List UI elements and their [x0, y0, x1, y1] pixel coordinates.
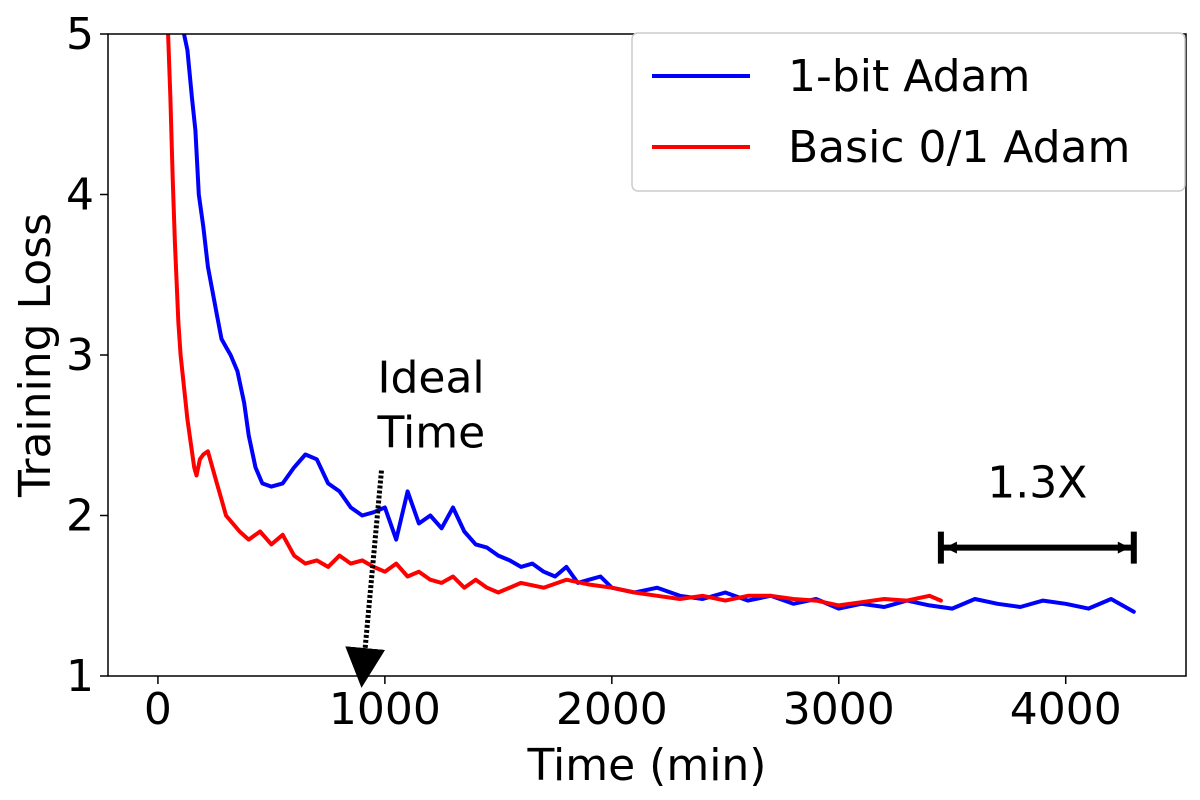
ideal-time-label-line-2: Time [376, 408, 485, 459]
legend-box [631, 32, 1186, 192]
speedup-arrowhead-left [944, 541, 957, 554]
y-tick-label-3: 3 [66, 330, 94, 381]
legend-label-basic-01-adam: Basic 0/1 Adam [788, 122, 1130, 173]
x-tick-label-2000: 2000 [556, 684, 668, 735]
y-axis-title: Training Loss [10, 213, 61, 498]
speedup-label: 1.3X [987, 458, 1087, 509]
speedup-arrowhead-right [1117, 541, 1130, 554]
ideal-time-arrow [345, 470, 386, 688]
series-line-1-bit-adam [182, 34, 1136, 614]
ideal-time-label-line-1: Ideal [377, 353, 484, 404]
y-tick-label-4: 4 [66, 170, 94, 221]
x-tick-label-1000: 1000 [329, 684, 441, 735]
y-tick-label-1: 1 [66, 651, 94, 702]
x-tick-label-3000: 3000 [783, 684, 895, 735]
legend-label-1-bit-adam: 1-bit Adam [788, 51, 1030, 102]
x-axis-title: Time (min) [527, 740, 767, 791]
legend: 1-bit Adam Basic 0/1 Adam [631, 32, 1186, 192]
y-tick-label-5: 5 [66, 9, 94, 60]
x-tick-label-4000: 4000 [1010, 684, 1122, 735]
y-tick-label-2: 2 [66, 491, 94, 542]
x-tick-label-0: 0 [144, 684, 172, 735]
ticks-layer: 0 1000 2000 3000 4000 1 2 3 4 5 [66, 9, 1122, 735]
